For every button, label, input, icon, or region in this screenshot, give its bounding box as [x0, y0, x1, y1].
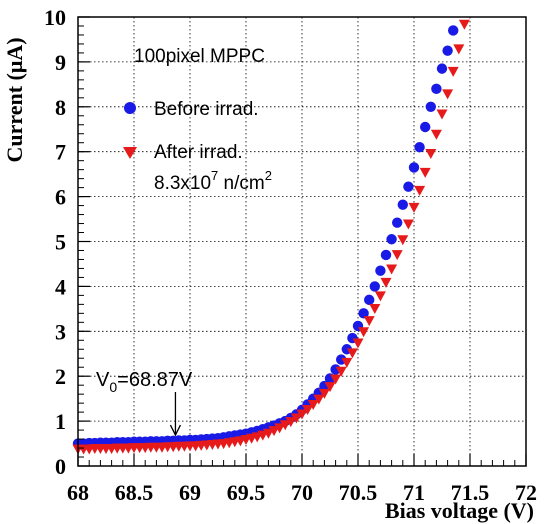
data-point-after [363, 316, 375, 327]
data-point-before [425, 101, 436, 113]
data-point-after [430, 129, 442, 140]
data-point-after [262, 428, 274, 439]
data-point-before [420, 121, 431, 133]
y-axis-label: Current (μA) [2, 37, 27, 162]
data-point-after [436, 109, 448, 120]
v0-annotation: V0=68.87V [96, 369, 193, 437]
y-axis-ticks: 0 1 2 3 4 5 6 7 8 9 10 [44, 5, 90, 479]
x-tick-label: 72 [515, 480, 537, 505]
x-tick-label: 71 [403, 480, 425, 505]
data-point-after [290, 413, 302, 424]
legend-marker-before [124, 102, 136, 114]
data-point-after [414, 185, 426, 196]
y-tick-label: 8 [55, 95, 66, 120]
y-tick-label: 5 [55, 230, 66, 255]
legend-title: 100pixel MPPC [134, 46, 265, 67]
data-point-before [375, 265, 386, 276]
data-point-before [369, 281, 380, 292]
data-point-after [397, 235, 409, 246]
v0-arrowhead [169, 424, 182, 437]
data-point-after [402, 219, 414, 230]
y-tick-label: 4 [55, 274, 66, 299]
x-tick-label: 71.5 [451, 480, 490, 505]
data-point-before [408, 162, 420, 173]
x-tick-label: 70.5 [339, 480, 378, 505]
data-point-after [335, 366, 347, 377]
data-point-after [302, 404, 314, 415]
data-point-after [374, 291, 386, 302]
data-point-after [386, 264, 398, 275]
data-point-after [285, 417, 297, 428]
data-point-after [447, 66, 459, 77]
data-point-after [307, 400, 319, 411]
legend-label-after: After irrad. [154, 142, 243, 163]
data-point-after [268, 426, 280, 437]
data-point-before [386, 234, 397, 245]
legend-marker-after [123, 147, 137, 159]
legend: 100pixel MPPC Before irrad. After irrad.… [123, 46, 272, 194]
x-tick-label: 68.5 [115, 480, 154, 505]
data-point-after [458, 19, 470, 30]
data-point-after [369, 303, 381, 314]
data-point-after [296, 409, 308, 420]
x-axis-ticks: 68 68.5 69 69.5 70 70.5 71 71.5 72 [67, 454, 537, 505]
data-point-after [358, 327, 370, 338]
data-point-after [453, 44, 465, 55]
data-point-after [318, 388, 330, 399]
x-tick-label: 69 [179, 480, 201, 505]
data-point-after [330, 374, 342, 385]
x-tick-label: 68 [67, 480, 89, 505]
data-point-before [414, 142, 425, 153]
data-point-before [392, 217, 403, 228]
data-point-after [419, 167, 431, 178]
data-point-after [408, 202, 420, 213]
data-point-after [279, 420, 291, 431]
x-tick-label: 70 [291, 480, 313, 505]
data-point-before [380, 249, 392, 261]
data-point-after [380, 277, 392, 288]
data-point-after [274, 423, 286, 434]
legend-label-after-fluence: 8.3x107 n/cm2 [154, 168, 272, 194]
y-tick-label: 10 [44, 5, 66, 30]
data-point-after [425, 149, 437, 160]
data-point-before [364, 294, 375, 306]
data-point-after [346, 348, 358, 359]
data-point-before [397, 199, 408, 210]
data-point-after [442, 89, 454, 100]
y-tick-label: 0 [55, 454, 66, 479]
series-after-irrad [72, 19, 470, 455]
v0-annotation-label: V0=68.87V [96, 369, 193, 395]
data-point-after [352, 338, 364, 349]
data-point-before [431, 83, 442, 95]
data-point-before [436, 63, 448, 74]
data-point-after [313, 394, 325, 405]
data-point-before [442, 45, 453, 56]
data-point-before [403, 181, 414, 192]
y-tick-label: 7 [55, 140, 66, 165]
data-point-before [358, 308, 369, 319]
y-tick-label: 3 [55, 319, 66, 344]
data-point-after [391, 250, 403, 261]
legend-label-before: Before irrad. [154, 99, 259, 120]
y-tick-label: 1 [55, 409, 66, 434]
y-tick-label: 6 [55, 185, 66, 210]
x-axis-label: Bias voltage (V) [385, 498, 534, 523]
y-tick-label: 9 [55, 50, 66, 75]
data-point-before [448, 25, 459, 36]
x-tick-label: 69.5 [227, 480, 266, 505]
data-point-after [324, 382, 336, 393]
data-point-after [341, 357, 353, 368]
grid-lines [77, 17, 527, 466]
y-tick-label: 2 [55, 364, 66, 389]
